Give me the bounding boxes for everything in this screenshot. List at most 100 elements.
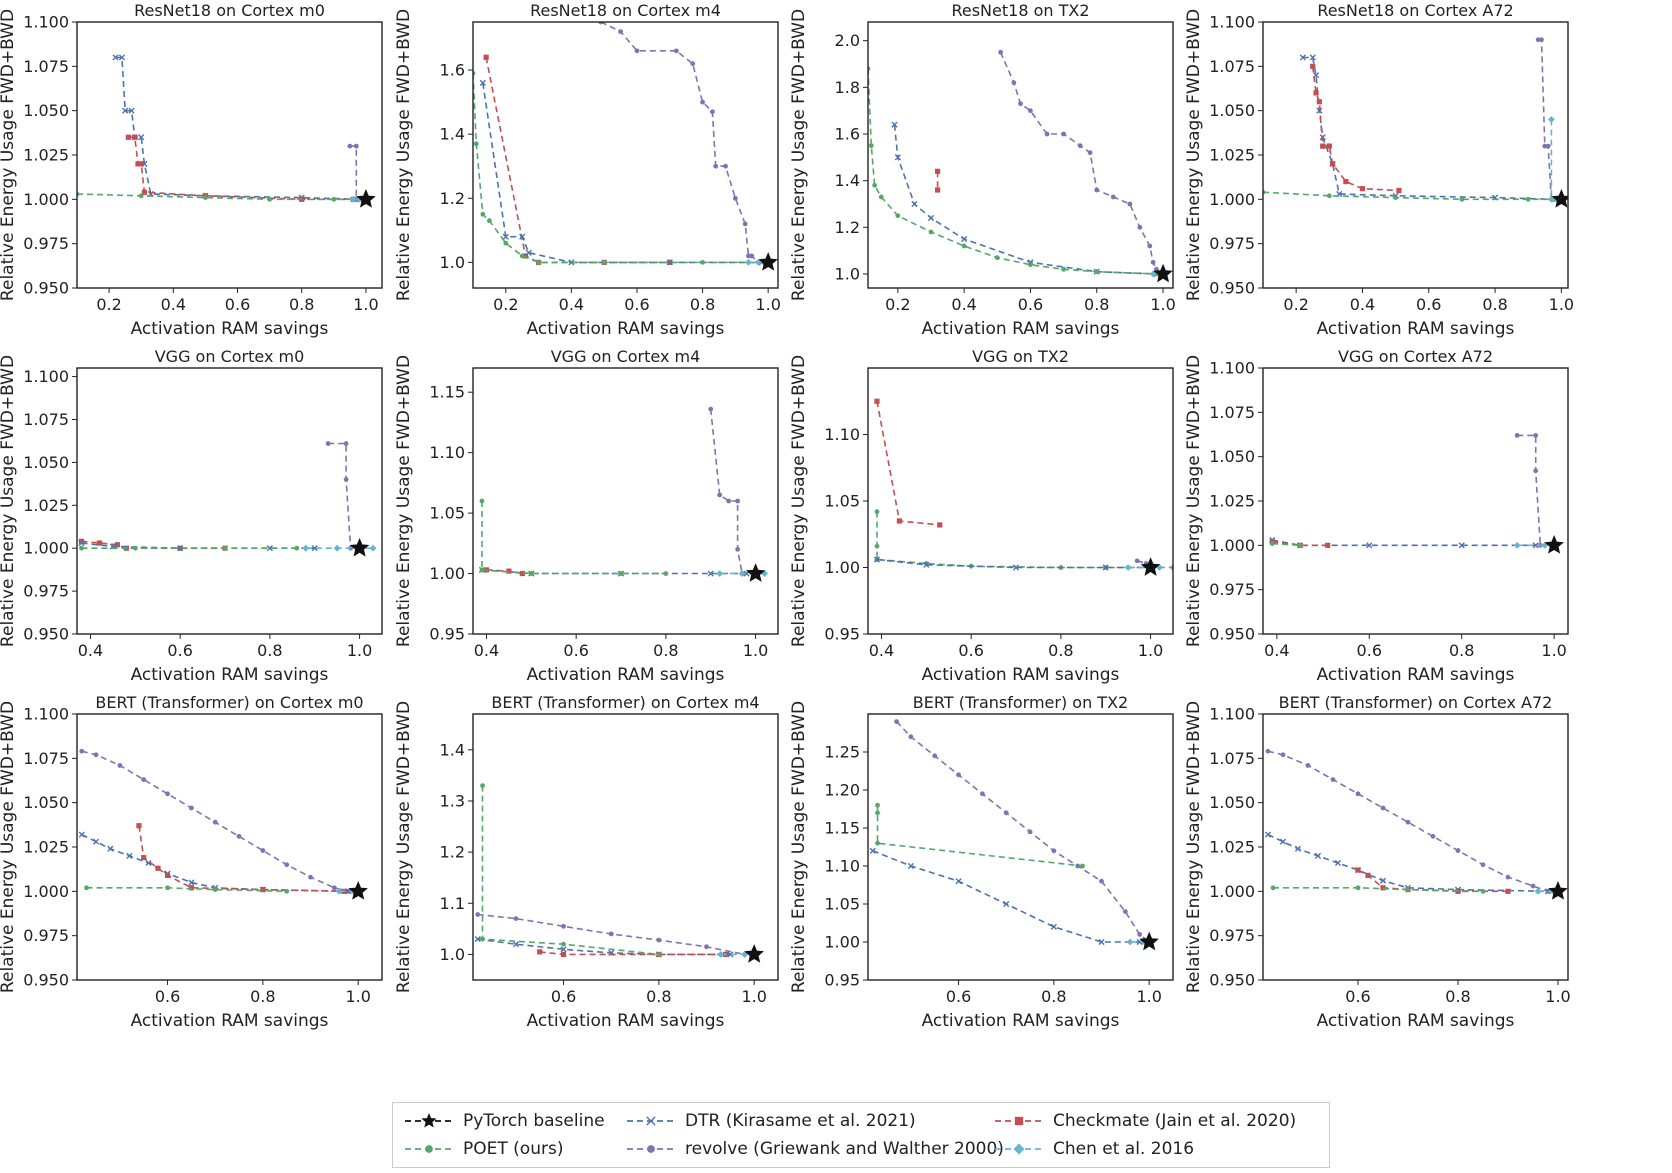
data-point-dtr <box>568 259 575 266</box>
data-point-revolve <box>742 221 748 227</box>
data-point-revolve <box>956 772 961 778</box>
x-tick-label: 0.6 <box>563 641 588 660</box>
subplot-7: VGG on TX2 0.4 0.6 0.8 1.0 0.95 1.00 1.05 1.10 Ac… <box>789 347 1174 685</box>
series-line-poet <box>1263 191 1555 201</box>
data-point-revolve <box>1545 143 1551 149</box>
data-point-chen <box>738 570 746 577</box>
x-tick-label: 0.4 <box>78 641 103 660</box>
subplot-9: BERT (Transformer) on Cortex m0 0.6 0.8 1.0… <box>0 693 383 1031</box>
data-point-revolve <box>1380 805 1386 811</box>
data-point-poet <box>79 545 84 551</box>
data-point-revolve <box>1330 777 1336 783</box>
plot-frame <box>1262 367 1569 635</box>
subplot-title: VGG on TX2 <box>972 347 1069 366</box>
data-point-checkmate <box>560 951 567 958</box>
data-point-checkmate <box>188 885 194 891</box>
data-point-checkmate <box>1313 90 1319 96</box>
series-line-poet <box>77 193 357 201</box>
data-point-revolve <box>513 916 519 922</box>
data-point-dtr <box>1458 542 1465 549</box>
data-point-dtr <box>1279 838 1287 845</box>
data-point-poet <box>1525 196 1531 202</box>
x-tick-label: 1.0 <box>1545 987 1570 1006</box>
x-tick-label: 0.2 <box>885 295 910 314</box>
data-point-dtr <box>78 831 85 838</box>
series-group <box>478 406 768 582</box>
data-point-poet <box>519 253 525 259</box>
series-line-poet <box>473 73 759 264</box>
y-tick-label: 1.00 <box>429 564 465 583</box>
data-point-revolve <box>1542 143 1548 149</box>
data-point-dtr <box>126 852 133 859</box>
legend-marker-chen <box>995 1143 1043 1155</box>
legend-marker-poet <box>405 1145 453 1153</box>
data-point-poet <box>875 840 880 846</box>
data-point-checkmate <box>141 189 148 195</box>
x-tick-label: 1.0 <box>1541 641 1566 660</box>
y-tick-label: 0.950 <box>23 625 69 644</box>
data-point-poet <box>132 545 138 551</box>
x-axis-label: Activation RAM savings <box>131 319 329 339</box>
data-point-checkmate <box>522 253 529 259</box>
series-line-dtr <box>1272 539 1536 547</box>
x-tick-label: 1.0 <box>353 295 378 314</box>
x-tick-label: 1.0 <box>743 641 768 660</box>
y-tick-label: 1.000 <box>1209 190 1255 209</box>
legend-label-pytorch: PyTorch baseline <box>463 1111 605 1131</box>
data-point-revolve <box>1530 883 1536 889</box>
series-line-dtr <box>893 124 1157 275</box>
data-point-dtr <box>502 233 509 240</box>
data-point-pytorch-baseline <box>349 537 370 557</box>
data-point-checkmate <box>1505 888 1511 894</box>
data-point-poet <box>294 545 300 551</box>
data-point-checkmate <box>1320 143 1326 149</box>
y-tick-label: 0.975 <box>1209 580 1255 599</box>
x-tick-label: 0.8 <box>257 641 282 660</box>
data-point-revolve <box>212 819 218 825</box>
data-point-dtr <box>1299 54 1306 61</box>
data-point-revolve <box>932 753 938 759</box>
y-tick-label: 1.10 <box>824 857 860 876</box>
data-point-dtr <box>891 121 898 128</box>
x-tick-label: 0.6 <box>1345 987 1370 1006</box>
data-point-chen <box>1124 564 1132 571</box>
x-tick-label: 0.4 <box>951 295 976 314</box>
data-point-revolve <box>353 143 359 149</box>
x-tick-label: 0.6 <box>1416 295 1441 314</box>
data-point-poet <box>868 143 874 149</box>
plot-frame <box>472 21 779 289</box>
x-tick-label: 0.6 <box>624 295 649 314</box>
data-point-revolve <box>343 441 349 446</box>
data-point-dtr <box>311 545 318 552</box>
data-point-checkmate <box>96 540 103 546</box>
series-group <box>77 54 376 208</box>
data-point-dtr <box>666 259 673 266</box>
data-point-revolve <box>1110 194 1116 200</box>
data-point-poet <box>1269 541 1275 546</box>
data-point-revolve <box>708 406 714 412</box>
data-point-revolve <box>700 99 705 105</box>
data-point-revolve <box>1535 37 1541 43</box>
plot-area <box>77 368 382 634</box>
y-tick-label: 0.975 <box>23 926 69 945</box>
data-point-chen <box>745 258 752 266</box>
legend-item-revolve: revolve (Griewank and Walther 2000) <box>625 1136 1004 1162</box>
series-group <box>1263 37 1568 208</box>
data-point-revolve <box>117 763 123 768</box>
x-tick-label: 1.0 <box>755 295 780 314</box>
data-point-dtr <box>1366 542 1373 549</box>
data-point-poet <box>872 182 878 188</box>
y-tick-label: 0.975 <box>23 582 69 601</box>
data-point-revolve <box>1137 932 1143 937</box>
legend-marker-revolve <box>627 1145 675 1153</box>
data-point-pytorch-baseline <box>1153 263 1173 283</box>
subplot-title: VGG on Cortex m0 <box>155 347 305 366</box>
y-tick-label: 1.050 <box>1209 101 1255 120</box>
data-point-poet <box>479 567 485 573</box>
data-point-poet <box>284 888 290 894</box>
plot-area <box>1263 368 1568 634</box>
y-tick-label: 1.075 <box>1209 403 1255 422</box>
data-point-pytorch-baseline <box>1140 557 1161 576</box>
data-point-dtr <box>1050 923 1057 930</box>
legend-symbol <box>647 1145 655 1153</box>
